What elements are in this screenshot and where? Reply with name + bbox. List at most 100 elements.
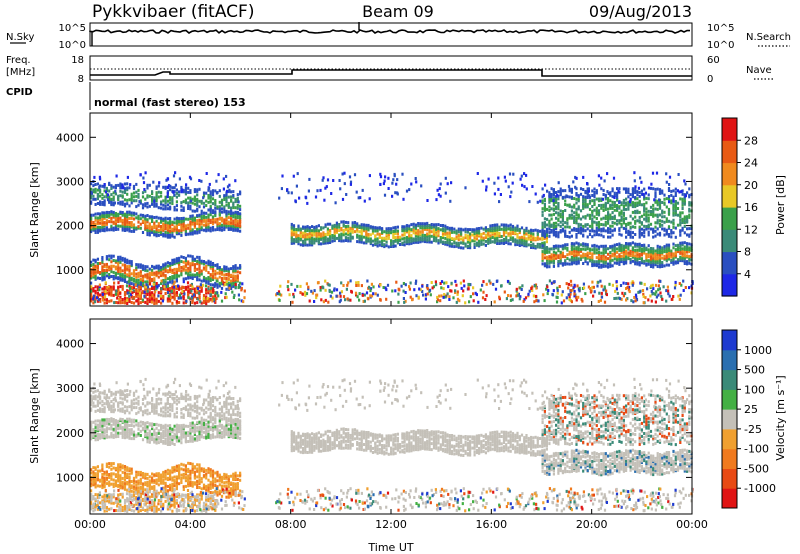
power-cell: [404, 283, 407, 287]
power-cell: [190, 296, 193, 300]
power-cell: [647, 252, 650, 256]
power-cell: [493, 192, 496, 196]
power-cell: [141, 279, 145, 282]
power-cell: [532, 242, 535, 246]
power-cell: [625, 242, 628, 245]
power-cell: [595, 206, 598, 210]
power-cell: [450, 230, 454, 234]
power-cell: [492, 282, 495, 286]
power-cell: [595, 209, 598, 213]
power-cell: [168, 184, 171, 188]
power-cell: [658, 259, 662, 263]
power-cell: [108, 228, 111, 232]
power-cell: [387, 230, 390, 234]
velocity-cell: [295, 435, 298, 439]
power-cell: [148, 298, 151, 301]
power-cell: [645, 246, 648, 250]
power-cell: [160, 194, 163, 198]
power-cell: [171, 278, 174, 282]
power-cell: [196, 297, 199, 301]
power-cell: [324, 225, 327, 229]
power-cell: [90, 281, 93, 285]
power-cell: [575, 241, 578, 245]
power-cell: [117, 212, 120, 216]
power-cell: [169, 229, 172, 233]
power-cell: [223, 226, 226, 230]
velocity-cell: [338, 436, 341, 440]
power-cell: [566, 246, 569, 250]
power-cell: [645, 210, 648, 214]
power-cell: [126, 175, 129, 179]
power-cell: [123, 187, 127, 191]
power-cell: [665, 172, 668, 176]
power-cell: [204, 284, 208, 288]
power-cell: [92, 227, 95, 231]
power-cell: [202, 260, 206, 263]
power-cell: [205, 266, 208, 270]
power-cell: [665, 232, 668, 236]
power-cell: [444, 240, 447, 244]
power-cell: [205, 215, 208, 219]
power-cell: [670, 199, 673, 203]
power-cell: [541, 225, 544, 229]
power-cell: [130, 276, 133, 280]
power-cell: [659, 279, 662, 283]
power-cell: [681, 252, 684, 256]
power-cell: [232, 225, 235, 228]
power-cell: [455, 237, 458, 240]
power-cell: [379, 298, 382, 302]
power-cell: [311, 225, 314, 229]
power-cell: [469, 228, 472, 232]
power-cell: [141, 298, 144, 302]
power-cell: [123, 224, 127, 228]
power-cell: [304, 195, 307, 199]
power-cell: [683, 199, 686, 203]
power-cell: [665, 205, 668, 209]
power-cell: [627, 288, 630, 292]
power-cell: [616, 222, 619, 226]
power-cell: [99, 293, 102, 297]
power-cell: [476, 172, 479, 175]
power-cell: [146, 287, 149, 291]
power-cell: [607, 262, 610, 266]
power-cell: [391, 181, 394, 185]
power-cell: [178, 287, 181, 291]
power-cell: [573, 283, 576, 287]
power-cell: [634, 203, 637, 207]
power-cell: [638, 210, 641, 214]
power-cell: [117, 276, 120, 280]
power-cell: [620, 218, 623, 222]
power-cell: [146, 186, 149, 190]
power-cell: [643, 243, 646, 247]
power-cell: [114, 228, 117, 231]
velocity-cell: [340, 439, 343, 443]
power-cell: [588, 257, 592, 261]
power-cell: [408, 242, 411, 246]
power-cell: [117, 294, 120, 297]
power-cell: [577, 197, 580, 201]
power-cell: [178, 229, 181, 233]
power-cell: [121, 275, 124, 279]
power-cell: [435, 227, 438, 231]
power-cell: [236, 196, 239, 200]
power-cell: [317, 229, 320, 233]
power-cell: [130, 192, 133, 196]
freq-left-tick-top: 18: [71, 55, 84, 66]
power-cell: [228, 188, 231, 192]
power-cell: [92, 273, 95, 277]
noise-left-tick-top: 10^5: [59, 23, 86, 34]
power-cell: [602, 227, 605, 231]
power-cell: [169, 221, 172, 225]
power-cell: [216, 271, 219, 275]
power-cell: [198, 255, 201, 259]
power-cell: [313, 300, 316, 303]
power-cell: [155, 266, 158, 270]
power-cell: [335, 221, 338, 225]
power-cell: [548, 231, 551, 235]
power-cell: [509, 226, 512, 230]
power-cell: [667, 219, 671, 223]
power-cell: [146, 297, 149, 301]
power-cell: [552, 199, 555, 203]
power-cell: [239, 229, 242, 233]
power-cell: [304, 241, 307, 245]
